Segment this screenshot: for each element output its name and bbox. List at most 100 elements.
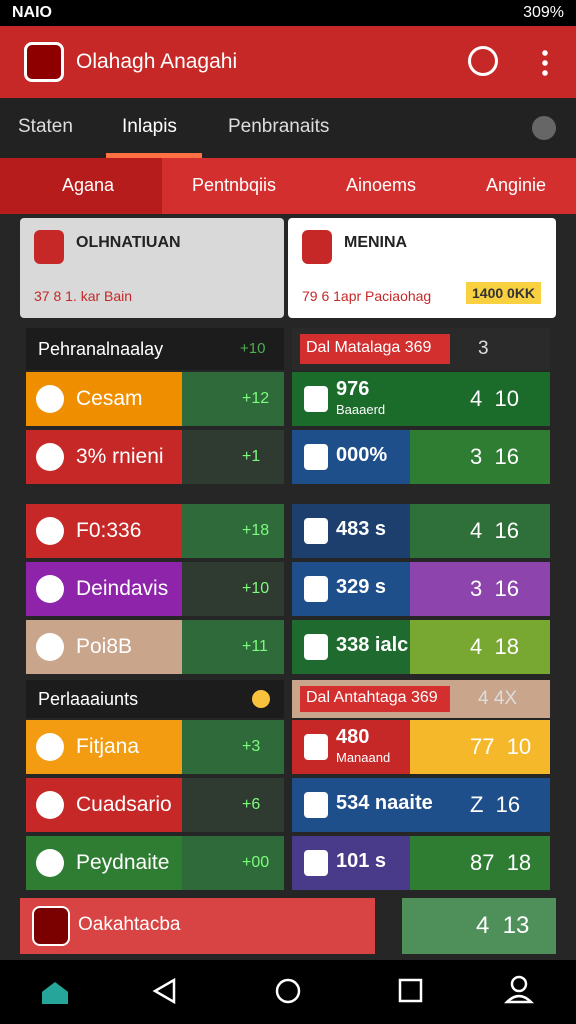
row-bg[interactable] [292,620,410,674]
row-score-bg [410,562,550,616]
row-name: 480 [336,726,370,748]
team-logo [34,230,64,264]
row-score-bg [410,504,550,558]
row-stat-bg [182,430,284,484]
nav-bar [0,960,576,1024]
row-name: Cesam [76,387,143,410]
match-info: 79 6 1apr Paciaohag [302,288,432,304]
footer-name: Oakahtacba [78,914,181,935]
sub-tab[interactable]: Agana [62,175,115,195]
row-icon [36,733,64,761]
footer-logo [32,906,70,946]
group-value: 3 [478,338,489,359]
status-left: NAIO [12,4,52,21]
row-icon [36,633,64,661]
row-bg[interactable] [292,430,410,484]
footer-score-bg [402,898,556,954]
battery: 309% [523,4,564,21]
group-badge [300,686,450,712]
row-name: 976 [336,378,370,400]
row-score-bg [410,372,550,426]
group-header [26,328,284,370]
tab[interactable]: Staten [18,116,73,137]
menu-button[interactable] [542,48,548,76]
row-score-bg [410,430,550,484]
sub-tab-active-bg [0,158,162,214]
back-button[interactable] [468,46,498,76]
row-bg[interactable] [292,836,410,890]
row-score: 3 16 [470,444,519,469]
row-bg[interactable] [26,562,182,616]
tab-bar: Staten Inlapis Penbranaits [0,98,576,158]
row-value: +3 [242,738,261,755]
row-bg[interactable] [292,504,410,558]
group-header [292,680,550,718]
row-stat-bg [182,778,284,832]
row-bg[interactable] [26,504,182,558]
row-stat-bg [182,720,284,774]
row-bg[interactable] [26,430,182,484]
row-score-bg [410,720,550,774]
row-bg[interactable] [26,778,182,832]
row-value: +12 [242,390,270,407]
row-name: Fitjana [76,735,140,758]
row-value: +00 [242,854,270,871]
row-bg[interactable] [292,720,410,774]
row-name: F0:336 [76,519,142,542]
nav-recent[interactable] [396,976,426,1006]
nav-home[interactable] [273,976,303,1006]
tab[interactable]: Inlapis [122,116,177,137]
tab-icon[interactable] [532,116,556,140]
row-icon [304,518,328,544]
sub-tab[interactable]: Pentnbqiis [192,175,277,195]
match-card[interactable]: MENINA 79 6 1apr Paciaohag 1400 0KK [288,218,556,318]
row-bg[interactable] [292,778,410,832]
row-icon [304,734,328,760]
sub-tab[interactable]: Anginie [486,175,547,195]
row-icon [304,444,328,470]
row-name: 329 s [336,576,387,598]
row-icon [304,386,328,412]
row-score: Z 16 [470,792,521,817]
group-header [292,328,550,370]
row-bg[interactable] [26,720,182,774]
nav-home-app[interactable] [42,982,68,1004]
tab[interactable]: Penbranaits [228,116,330,137]
row-bg[interactable] [26,620,182,674]
status-bar: NAIO 309% [0,0,576,26]
row-score: 77 10 [470,734,532,759]
row-icon [36,575,64,603]
sub-tab[interactable]: Ainoems [346,175,417,195]
row-bg[interactable] [292,562,410,616]
match-name: OLHNATIUAN [76,234,181,251]
match-card[interactable]: OLHNATIUAN 37 8 1. kar Bain [20,218,284,318]
row-bg[interactable] [26,836,182,890]
nav-profile[interactable] [504,974,534,1006]
row-name: 338 ialc [336,634,409,656]
row-score-bg [410,620,550,674]
match-badge: 1400 0KK [466,282,542,304]
row-bg[interactable] [26,372,182,426]
sub-tab-bar: Agana Pentnbqiis Ainoems Anginie [0,158,576,214]
row-icon [304,792,328,818]
row-icon [304,850,328,876]
row-stat-bg [182,836,284,890]
group-value: +10 [240,340,266,357]
footer-bar[interactable] [20,898,375,954]
tab-indicator [106,153,202,158]
row-bg[interactable] [292,372,410,426]
team-logo [302,230,332,264]
nav-back[interactable] [150,976,180,1006]
group-title: Dal Antahtaga 369 [306,689,438,706]
row-name: 101 s [336,850,387,872]
row-icon [304,576,328,602]
footer-score: 4 13 [476,912,530,939]
row-value: +10 [242,580,270,597]
row-score-bg [410,836,550,890]
row-stat-bg [182,372,284,426]
row-icon [304,634,328,660]
group-title: Pehranalnaalay [38,339,164,359]
group-title: Dal Matalaga 369 [306,339,432,356]
row-score: 3 16 [470,576,519,601]
